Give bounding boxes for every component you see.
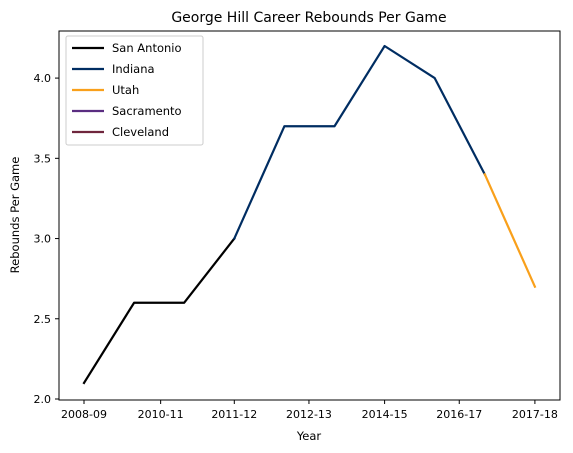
y-tick-label-3: 3.5 bbox=[34, 152, 52, 165]
y-axis-label: Rebounds Per Game bbox=[8, 157, 22, 274]
x-tick-label-1: 2010-11 bbox=[138, 408, 184, 421]
legend-label-3: Sacramento bbox=[112, 104, 182, 118]
x-axis-ticks: 2008-09 2010-11 2011-12 2012-13 2014-15 2016-… bbox=[61, 400, 558, 421]
legend: San Antonio Indiana Utah Sacramento Clevelan… bbox=[66, 36, 203, 145]
legend-label-1: Indiana bbox=[112, 62, 155, 76]
chart-title: George Hill Career Rebounds Per Game bbox=[171, 10, 446, 26]
x-tick-label-2: 2011-12 bbox=[211, 408, 257, 421]
x-tick-label-4: 2014-15 bbox=[362, 408, 408, 421]
y-tick-label-2: 3.0 bbox=[34, 233, 52, 246]
y-axis-ticks: 2.0 2.5 3.0 3.5 4.0 bbox=[34, 72, 60, 406]
legend-label-4: Cleveland bbox=[112, 125, 169, 139]
x-axis-label: Year bbox=[296, 429, 322, 443]
y-tick-label-4: 4.0 bbox=[34, 72, 52, 85]
x-tick-label-6: 2017-18 bbox=[512, 408, 558, 421]
y-tick-label-1: 2.5 bbox=[34, 313, 52, 326]
x-tick-label-0: 2008-09 bbox=[61, 408, 107, 421]
x-tick-label-3: 2012-13 bbox=[286, 408, 332, 421]
legend-label-2: Utah bbox=[112, 83, 139, 97]
y-tick-label-0: 2.0 bbox=[34, 393, 52, 406]
legend-label-0: San Antonio bbox=[112, 41, 182, 55]
x-tick-label-5: 2016-17 bbox=[436, 408, 482, 421]
